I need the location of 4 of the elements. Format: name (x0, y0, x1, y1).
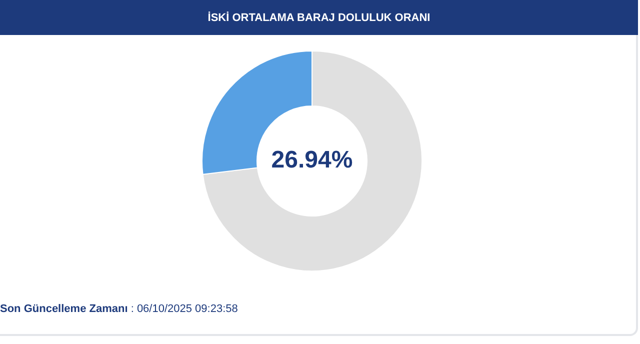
chart-title: İSKİ ORTALAMA BARAJ DOLULUK ORANI (0, 0, 638, 35)
text: : 06/10/2025 09:23:58 (130, 303, 238, 315)
text: Son Güncelleme Zamanı (0, 303, 128, 315)
text: 26.94% (271, 146, 353, 174)
